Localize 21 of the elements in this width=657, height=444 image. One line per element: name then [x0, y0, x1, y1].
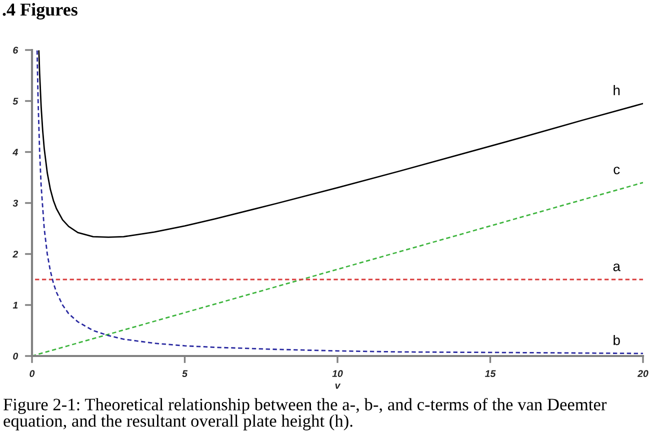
series-label: h — [614, 85, 620, 96]
line-series — [38, 50, 643, 238]
y-tick-label: 2 — [12, 250, 18, 258]
y-tick-label: 3 — [12, 200, 18, 207]
chart-title: .4 Figures — [2, 3, 78, 20]
x-tick-label: 15 — [485, 370, 496, 378]
x-tick-label: 20 — [637, 370, 648, 378]
series-label: a — [613, 264, 620, 272]
y-tick-label: 4 — [12, 148, 18, 156]
series-label: b — [614, 334, 620, 346]
y-tick-label: 6 — [13, 46, 18, 54]
series-label: c — [614, 166, 620, 174]
x-tick-label: 10 — [332, 370, 343, 378]
y-tick-label: 0 — [13, 352, 18, 360]
line-series — [36, 50, 643, 354]
x-axis-title: v — [335, 384, 341, 389]
x-tick-label: 5 — [182, 370, 188, 378]
y-tick-label: 1 — [12, 302, 18, 309]
caption: Figure 2-1: Theoretical relationship between the a-, b-, and c-terms of the van Deemter equation, and the resultant overall plate height (h). — [4, 398, 607, 430]
x-tick-label: 0 — [30, 370, 35, 378]
y-tick-label: 5 — [12, 98, 18, 105]
